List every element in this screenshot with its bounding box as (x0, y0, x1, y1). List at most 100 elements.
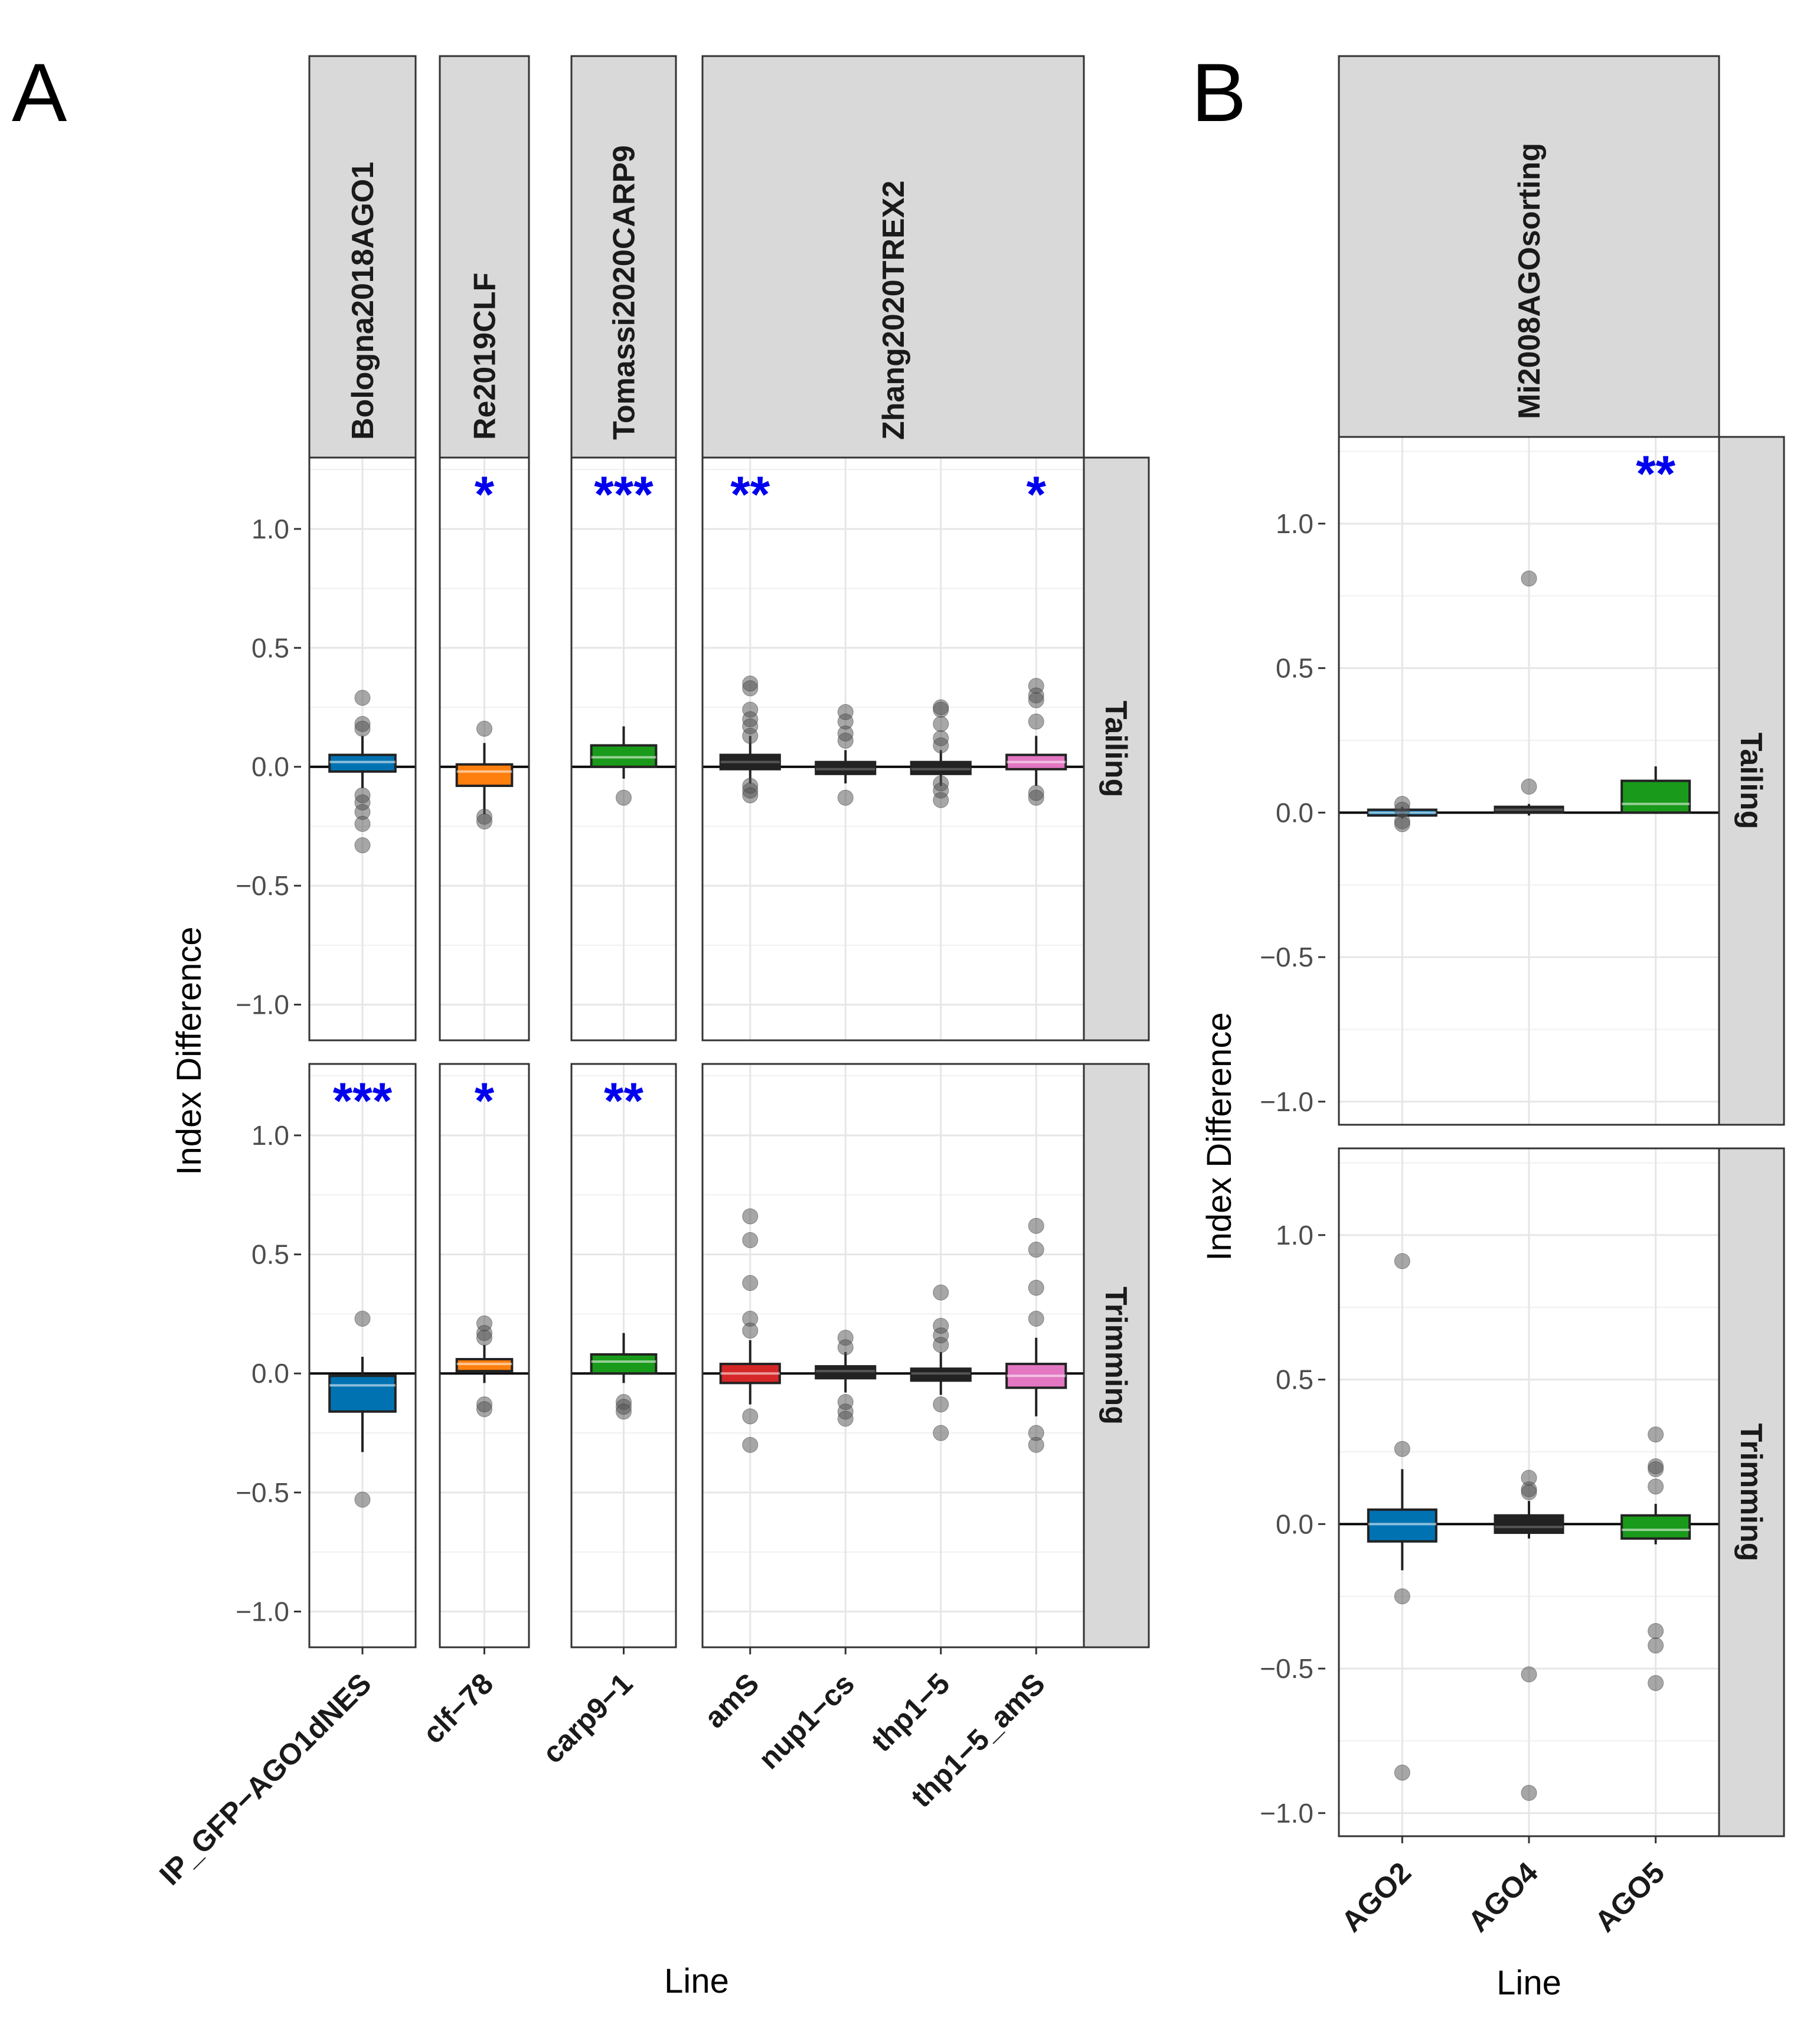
panel-b-x-tick-label: AGO2 (1335, 1856, 1417, 1938)
panel-a-y-tick-label: 0.0 (251, 752, 289, 782)
panel-b-row-strip-label: Tailing (1734, 733, 1768, 830)
panel-a-facet-Tomassi2020CARP9-Tailing: *** (570, 456, 677, 1042)
panel-a-col-strip-label: Zhang2020TREX2 (877, 181, 911, 440)
panel-a-col-strip (570, 55, 677, 459)
facet-background (702, 1064, 1084, 1647)
box-thp1-5 (910, 1367, 972, 1382)
outlier-point (616, 789, 632, 806)
outlier-point (616, 1403, 632, 1420)
panel-b-col-strip-label: Mi2008AGOsorting (1512, 143, 1547, 419)
panel-a-facet-Zhang2020TREX2-Tailing: ** * (701, 456, 1085, 1042)
panel-b-x-axis-title: Line (1496, 1964, 1561, 2002)
panel-b-y-tick-label: 0.5 (1276, 1364, 1313, 1395)
outlier-point (1648, 1478, 1664, 1495)
outlier-point (1648, 1637, 1664, 1654)
panel-a-x-tick-label: thp1−5 (865, 1667, 956, 1758)
panel-a-y-tick-label: 0.5 (251, 1239, 289, 1270)
box-AGO5 (1620, 1514, 1691, 1540)
panel-a-y-axis-title: Index Difference (170, 926, 208, 1175)
outlier-point (742, 727, 759, 744)
outlier-point (1394, 1588, 1410, 1605)
panel-b-facet-Mi2008AGOsorting-Tailing: ** (1338, 436, 1720, 1126)
outlier-point (1028, 1242, 1044, 1258)
outlier-point (1028, 789, 1044, 806)
outlier-point (476, 720, 492, 737)
outlier-point (837, 732, 854, 749)
outlier-point (742, 787, 759, 804)
outlier-point (742, 1323, 759, 1339)
panel-a-facet-Re2019CLF-Tailing: * (439, 456, 530, 1042)
outlier-point (1521, 1785, 1537, 1801)
panel-b-row-strip (1718, 436, 1785, 1126)
outlier-point (1028, 1217, 1044, 1234)
outlier-point (933, 701, 949, 718)
panel-b-y-tick-label: −0.5 (1260, 1653, 1313, 1684)
outlier-point (837, 789, 854, 806)
outlier-point (933, 1425, 949, 1441)
box-carp9-1 (590, 744, 658, 768)
panel-b-row-strip-label: Trimming (1734, 1423, 1768, 1561)
panel-b-y-tick-label: −1.0 (1260, 1798, 1313, 1829)
panel-a-y-tick-label: 0.5 (251, 632, 289, 663)
outlier-point (1028, 1310, 1044, 1327)
panel-b-x-tick-label: AGO5 (1589, 1856, 1671, 1938)
panel-a-y-tick-label: 1.0 (251, 514, 289, 544)
outlier-point (354, 837, 371, 854)
panel-a-letter: A (12, 46, 67, 139)
outlier-point (1394, 816, 1410, 832)
box-carp9-1 (590, 1353, 658, 1375)
outlier-point (933, 1284, 949, 1301)
significance-label: * (1027, 466, 1047, 523)
panel-b-y-tick-label: 1.0 (1276, 1220, 1313, 1251)
outlier-point (1028, 1279, 1044, 1296)
box-AGO4 (1494, 1514, 1564, 1535)
box-nup1-cs (815, 1365, 877, 1380)
panel-a-col-strip-label: Tomassi2020CARP9 (607, 145, 642, 440)
outlier-point (837, 1411, 854, 1427)
facet-border (701, 456, 1085, 1042)
significance-label: * (475, 1073, 495, 1129)
panel-a-y-tick-label: −1.0 (236, 1596, 289, 1627)
panel-b-col-strip (1338, 55, 1720, 438)
outlier-point (933, 1337, 949, 1353)
significance-label: *** (594, 466, 653, 523)
outlier-point (354, 1491, 371, 1508)
outlier-point (354, 1310, 371, 1327)
box-clf-78 (455, 763, 514, 787)
facet-border (1338, 436, 1720, 1126)
panel-b-letter: B (1191, 46, 1246, 139)
panel-a-facet-Zhang2020TREX2-Trimming (701, 1063, 1085, 1648)
significance-label: ** (604, 1073, 643, 1129)
panel-a-x-axis-title: Line (664, 1962, 729, 2000)
panel-a-x-tick-label: nup1−cs (752, 1667, 861, 1775)
outlier-point (742, 1436, 759, 1453)
panel-b-y-tick-label: 0.0 (1276, 1509, 1313, 1539)
panel-a-col-strip-label: Bologna2018AGO1 (346, 162, 380, 440)
panel-a-col-strip-label: Re2019CLF (468, 273, 502, 440)
outlier-point (742, 1275, 759, 1291)
outlier-point (933, 792, 949, 808)
outlier-point (933, 716, 949, 732)
panel-a-col-strip (308, 55, 417, 459)
facet-border (701, 1063, 1085, 1648)
outlier-point (1648, 1675, 1664, 1692)
significance-label: *** (333, 1073, 393, 1129)
panel-a-col-strip (701, 55, 1085, 459)
panel-b-y-tick-label: 1.0 (1276, 508, 1313, 539)
box-AGO5 (1620, 779, 1691, 814)
outlier-point (1394, 1441, 1410, 1457)
panel-a-x-tick-label: IP_GFP−AGO1dNES (153, 1667, 377, 1891)
panel-b-y-tick-label: 0.0 (1276, 797, 1313, 828)
outlier-point (476, 1330, 492, 1346)
outlier-point (742, 1208, 759, 1225)
outlier-point (837, 1339, 854, 1356)
significance-label: * (475, 466, 495, 523)
box-nup1-cs (815, 760, 877, 775)
outlier-point (742, 1232, 759, 1248)
significance-label: ** (730, 466, 770, 523)
outlier-point (1521, 1484, 1537, 1500)
panel-a-y-tick-label: −0.5 (236, 870, 289, 901)
outlier-point (933, 1396, 949, 1413)
panel-a-facet-Re2019CLF-Trimming: * (439, 1063, 530, 1648)
outlier-point (1028, 713, 1044, 730)
